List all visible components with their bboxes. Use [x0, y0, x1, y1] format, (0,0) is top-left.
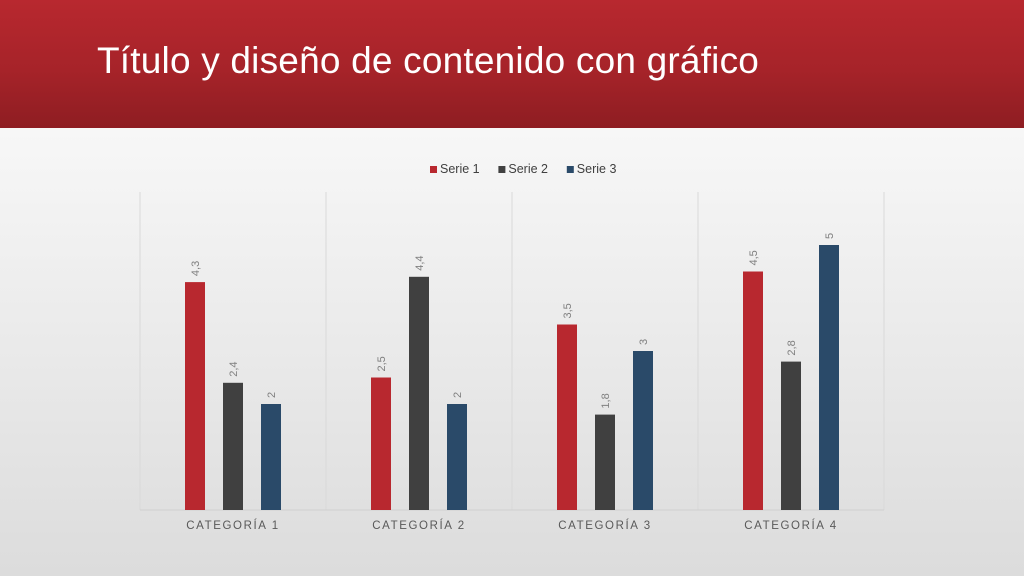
data-label: 5 [824, 233, 836, 239]
bar-chart: Serie 1 Serie 2 Serie 3 4,3 2,4 2 2,5 4,4 2 3,5 1… [139, 162, 885, 532]
data-label: 2,5 [376, 356, 388, 371]
category-label: CATEGORÍA 1 [186, 519, 279, 532]
category-label: CATEGORÍA 2 [372, 519, 465, 532]
bar [595, 414, 615, 510]
data-label: 2,8 [786, 340, 798, 355]
data-label: 4,3 [190, 261, 202, 276]
bar [819, 245, 839, 510]
data-label: 4,4 [414, 256, 426, 271]
category-axis: CATEGORÍA 1 CATEGORÍA 2 CATEGORÍA 3 CATEGOR… [186, 519, 837, 532]
category-label: CATEGORÍA 3 [558, 519, 651, 532]
bar [557, 324, 577, 510]
legend-label: Serie 2 [508, 162, 548, 176]
category-label: CATEGORÍA 4 [744, 519, 837, 532]
category-separators [139, 192, 885, 511]
bar [447, 404, 467, 510]
slide-title: Título y diseño de contenido con gráfico [97, 40, 760, 81]
data-labels: 4,3 2,4 2 2,5 4,4 2 3,5 1,8 3 4,5 2,8 5 [190, 233, 836, 409]
bar [261, 404, 281, 510]
bar [223, 382, 243, 510]
bars [185, 245, 839, 510]
data-label: 3,5 [562, 303, 574, 318]
chart-legend: Serie 1 Serie 2 Serie 3 [430, 162, 616, 176]
legend-swatch [430, 166, 437, 173]
legend-label: Serie 3 [577, 162, 617, 176]
title-bar: Título y diseño de contenido con gráfico [0, 0, 1024, 128]
data-label: 4,5 [748, 250, 760, 265]
bar [409, 276, 429, 510]
bar [781, 361, 801, 510]
data-label: 1,8 [600, 393, 612, 408]
bar [743, 271, 763, 510]
legend-swatch [498, 166, 506, 173]
data-label: 2 [266, 392, 278, 398]
data-label: 3 [638, 339, 650, 345]
data-label: 2 [452, 392, 464, 398]
legend-swatch [566, 166, 574, 173]
legend-label: Serie 1 [440, 162, 480, 176]
bar [185, 282, 205, 510]
data-label: 2,4 [228, 362, 240, 377]
bar [633, 351, 653, 510]
bar [371, 377, 391, 510]
